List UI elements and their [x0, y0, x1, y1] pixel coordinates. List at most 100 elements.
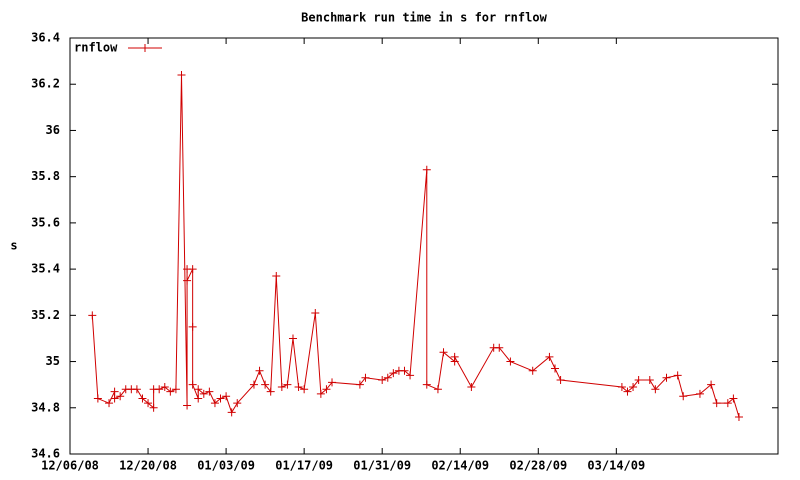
point-marker — [311, 309, 320, 318]
point-marker — [205, 387, 214, 396]
x-tick-label: 12/06/08 — [41, 459, 99, 473]
point-marker — [222, 392, 231, 401]
point-marker — [194, 385, 203, 394]
point-marker — [723, 399, 732, 408]
point-marker — [679, 392, 688, 401]
point-marker — [110, 387, 119, 396]
point-marker — [288, 334, 297, 343]
legend-swatch — [141, 44, 149, 52]
point-marker — [233, 399, 242, 408]
point-marker — [283, 380, 292, 389]
point-marker — [551, 364, 560, 373]
x-tick-label: 01/17/09 — [275, 459, 333, 473]
point-marker — [138, 394, 147, 403]
point-marker — [227, 408, 236, 417]
y-tick-label: 35.6 — [31, 215, 60, 229]
point-marker — [645, 376, 654, 385]
point-marker — [467, 382, 476, 391]
point-marker — [210, 399, 219, 408]
point-marker — [88, 311, 97, 320]
point-marker — [132, 385, 141, 394]
point-marker — [506, 357, 515, 366]
point-marker — [556, 376, 565, 385]
y-tick-label: 35.4 — [31, 262, 60, 276]
y-axis-label: s — [10, 239, 17, 253]
point-marker — [116, 392, 125, 401]
point-marker — [361, 373, 370, 382]
point-marker — [634, 376, 643, 385]
y-tick-label: 34.6 — [31, 447, 60, 461]
point-marker — [166, 387, 175, 396]
y-tick-label: 36.2 — [31, 77, 60, 91]
point-marker — [155, 385, 164, 394]
point-marker — [712, 399, 721, 408]
point-marker — [495, 343, 504, 352]
chart-title: Benchmark run time in s for rnflow — [301, 11, 547, 25]
point-marker — [188, 322, 197, 331]
point-marker — [378, 376, 387, 385]
point-marker — [316, 389, 325, 398]
point-marker — [322, 385, 331, 394]
point-marker — [199, 389, 208, 398]
point-marker — [673, 371, 682, 380]
point-marker — [277, 382, 286, 391]
point-marker — [160, 382, 169, 391]
x-tick-label: 02/28/09 — [509, 459, 567, 473]
point-marker — [300, 385, 309, 394]
point-marker — [383, 373, 392, 382]
point-marker — [266, 387, 275, 396]
point-marker — [261, 380, 270, 389]
x-tick-label: 12/20/08 — [119, 459, 177, 473]
point-marker — [216, 394, 225, 403]
point-marker — [110, 394, 119, 403]
point-marker — [328, 378, 337, 387]
plot-border — [69, 37, 779, 455]
point-marker — [662, 373, 671, 382]
x-tick-label: 01/03/09 — [197, 459, 255, 473]
point-marker — [294, 382, 303, 391]
point-marker — [272, 272, 281, 281]
point-marker — [144, 399, 153, 408]
y-tick-label: 34.8 — [31, 400, 60, 414]
point-marker — [651, 385, 660, 394]
point-marker — [400, 366, 409, 375]
point-marker — [183, 401, 192, 410]
legend-label: rnflow — [74, 41, 118, 55]
point-marker — [450, 352, 459, 361]
point-marker — [194, 394, 203, 403]
y-tick-label: 36 — [46, 123, 60, 137]
point-marker — [177, 70, 186, 79]
point-marker — [249, 380, 258, 389]
point-marker — [528, 366, 537, 375]
point-marker — [183, 276, 192, 285]
point-marker — [617, 382, 626, 391]
point-marker — [355, 380, 364, 389]
point-marker — [734, 413, 743, 422]
point-marker — [729, 394, 738, 403]
point-marker — [439, 348, 448, 357]
point-marker — [93, 394, 102, 403]
y-tick-label: 36.4 — [31, 31, 60, 45]
point-marker — [623, 387, 632, 396]
x-tick-label: 02/14/09 — [431, 459, 489, 473]
y-tick-label: 35 — [46, 354, 60, 368]
point-marker — [695, 389, 704, 398]
point-marker — [105, 399, 114, 408]
point-marker — [629, 382, 638, 391]
point-marker — [433, 385, 442, 394]
point-marker — [255, 366, 264, 375]
y-tick-label: 35.2 — [31, 308, 60, 322]
y-tick-label: 35.8 — [31, 169, 60, 183]
point-marker — [389, 369, 398, 378]
point-marker — [406, 371, 415, 380]
point-marker — [149, 403, 158, 412]
x-tick-label: 03/14/09 — [587, 459, 645, 473]
point-marker — [422, 380, 431, 389]
point-marker — [422, 165, 431, 174]
point-marker — [707, 380, 716, 389]
point-marker — [188, 265, 197, 274]
point-marker — [188, 380, 197, 389]
point-marker — [171, 385, 180, 394]
